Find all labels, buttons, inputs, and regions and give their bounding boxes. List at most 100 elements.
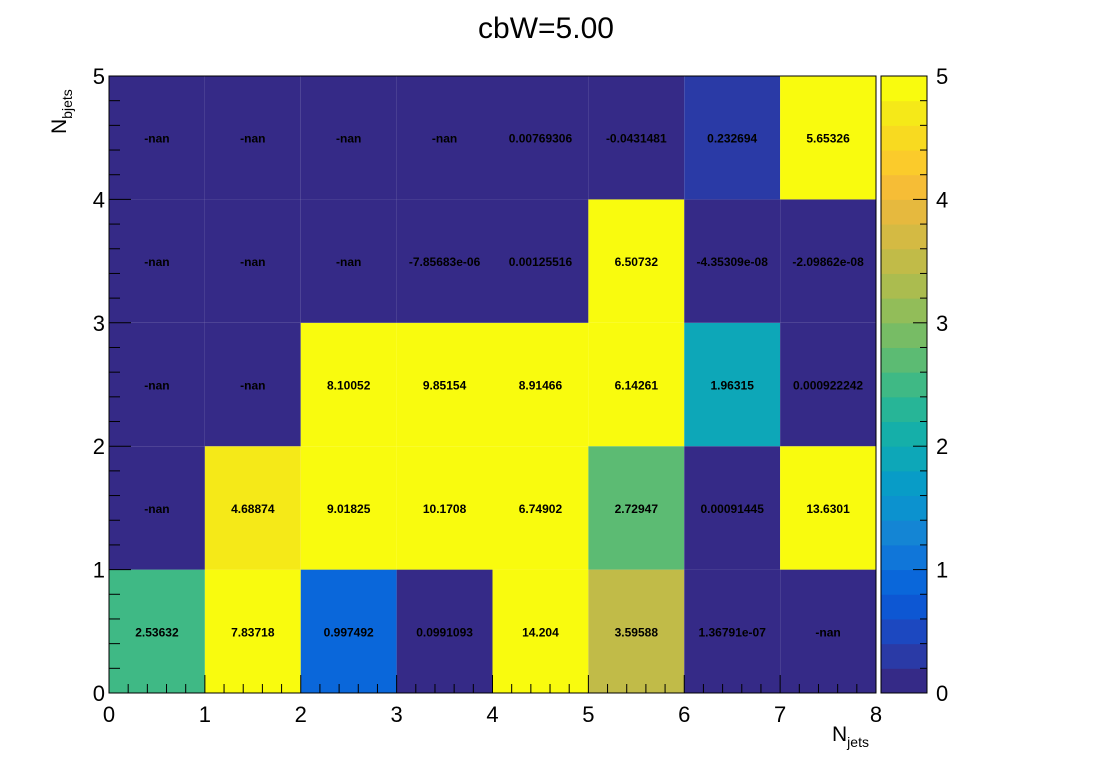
cell-value-label: -nan xyxy=(144,379,169,393)
heatmap-cell xyxy=(492,446,589,570)
heatmap-cell xyxy=(300,446,397,570)
x-axis-label-main: N xyxy=(832,723,847,746)
heatmap-cell xyxy=(492,76,589,200)
cell-value-label: 1.36791e-07 xyxy=(698,625,766,639)
axis-ticks xyxy=(108,75,877,694)
color-scale-segment xyxy=(881,421,927,447)
heatmap-cell xyxy=(204,446,301,570)
cell-value-label: -nan xyxy=(815,625,840,639)
color-scale-segment xyxy=(881,322,927,348)
cell-value-label: -nan xyxy=(240,379,265,393)
cell-value-label: 6.14261 xyxy=(615,379,659,393)
heatmap-cell xyxy=(396,569,493,693)
color-scale-bar xyxy=(881,76,927,694)
x-tick-label: 4 xyxy=(486,702,498,727)
x-axis-label: Njets xyxy=(832,723,869,750)
color-scale-segment xyxy=(881,544,927,571)
color-scale-label: 1 xyxy=(936,558,948,583)
heatmap-cell xyxy=(396,446,493,570)
heatmap-cell xyxy=(684,199,781,323)
cell-value-label: 8.10052 xyxy=(327,379,371,393)
y-tick-label: 2 xyxy=(93,434,105,459)
cell-value-label: -0.0431481 xyxy=(606,132,667,146)
cell-value-label: -nan xyxy=(144,132,169,146)
y-tick-label: 4 xyxy=(93,187,105,212)
heatmap-cell xyxy=(588,569,685,693)
cell-value-label: -4.35309e-08 xyxy=(696,255,768,269)
y-tick-labels: 0 1 2 3 4 5 xyxy=(93,64,105,706)
heatmap-cell xyxy=(300,569,397,693)
x-tick-label: 3 xyxy=(391,702,403,727)
cell-value-label: 6.50732 xyxy=(615,255,659,269)
color-scale-segment xyxy=(881,150,927,176)
cell-value-label: -nan xyxy=(336,255,361,269)
cell-value-label: 2.53632 xyxy=(135,625,179,639)
cell-value-label: 7.83718 xyxy=(231,625,275,639)
heatmap-cell xyxy=(204,199,301,323)
heatmap-cell xyxy=(588,199,685,323)
heatmap-cell xyxy=(780,199,876,323)
heatmap-cell xyxy=(684,322,781,447)
color-scale-segment xyxy=(881,643,927,669)
cell-value-label: 0.232694 xyxy=(707,132,757,146)
color-scale-segment xyxy=(881,668,927,694)
cell-value-label: -nan xyxy=(240,132,265,146)
color-scale-segment xyxy=(881,100,927,126)
cell-value-label: 0.000922242 xyxy=(793,379,863,393)
y-tick-label: 1 xyxy=(93,558,105,583)
heatmap-cell xyxy=(109,322,205,447)
cell-value-label: 0.00769306 xyxy=(509,132,573,146)
cell-value-label: 13.6301 xyxy=(806,502,850,516)
x-tick-label: 0 xyxy=(103,702,115,727)
cell-value-label: -2.09862e-08 xyxy=(792,255,864,269)
cell-value-label: 3.59588 xyxy=(615,625,659,639)
heatmap-cell xyxy=(588,76,685,200)
heatmap-cell xyxy=(396,199,493,323)
cell-value-label: 2.72947 xyxy=(615,502,659,516)
color-scale-segment xyxy=(881,224,927,250)
color-scale-segment xyxy=(881,520,927,546)
color-scale-frame xyxy=(880,75,928,694)
heatmap-cell xyxy=(492,322,589,447)
heatmap-cell xyxy=(780,446,876,570)
heatmap-cell xyxy=(780,76,876,200)
cell-value-label: 0.997492 xyxy=(324,625,374,639)
cell-value-label: 0.00091445 xyxy=(700,502,764,516)
cell-value-label: -nan xyxy=(336,132,361,146)
cell-value-label: 9.85154 xyxy=(423,379,467,393)
cell-value-label: -nan xyxy=(432,132,457,146)
heatmap-cell xyxy=(109,446,205,570)
cell-value-label: 6.74902 xyxy=(519,502,563,516)
cell-value-label: 9.01825 xyxy=(327,502,371,516)
color-scale-segment xyxy=(881,76,927,102)
cell-value-label: 5.65326 xyxy=(806,132,850,146)
heatmap-cell xyxy=(492,569,589,693)
y-tick-label: 3 xyxy=(93,311,105,336)
color-scale-label: 0 xyxy=(936,681,948,706)
color-scale-segment xyxy=(881,372,927,398)
cell-value-label: 0.00125516 xyxy=(509,255,573,269)
color-scale-segment xyxy=(881,446,927,472)
heatmap-cell xyxy=(684,569,781,693)
color-scale-ticks xyxy=(913,75,927,694)
heatmap-cell xyxy=(300,322,397,447)
x-axis-label-sub: jets xyxy=(846,734,869,750)
heatmap-cell xyxy=(492,199,589,323)
heatmap-cell xyxy=(109,569,205,693)
color-scale-label: 2 xyxy=(936,434,948,459)
cell-value-label: -7.85683e-06 xyxy=(409,255,481,269)
color-scale-label: 5 xyxy=(936,64,948,89)
x-tick-label: 5 xyxy=(582,702,594,727)
y-axis-label-main: N xyxy=(48,119,71,134)
x-tick-label: 2 xyxy=(295,702,307,727)
cell-value-label: 4.68874 xyxy=(231,502,275,516)
cell-value-label: 14.204 xyxy=(522,625,559,639)
color-scale-label: 4 xyxy=(936,187,948,212)
cell-value-label: 10.1708 xyxy=(423,502,467,516)
heatmap-cells xyxy=(109,76,876,693)
cell-value-label: 0.0991093 xyxy=(416,625,473,639)
cell-value-label: -nan xyxy=(144,502,169,516)
cell-value-label: 1.96315 xyxy=(710,379,754,393)
heatmap-cell xyxy=(684,446,781,570)
cell-value-label: -nan xyxy=(144,255,169,269)
